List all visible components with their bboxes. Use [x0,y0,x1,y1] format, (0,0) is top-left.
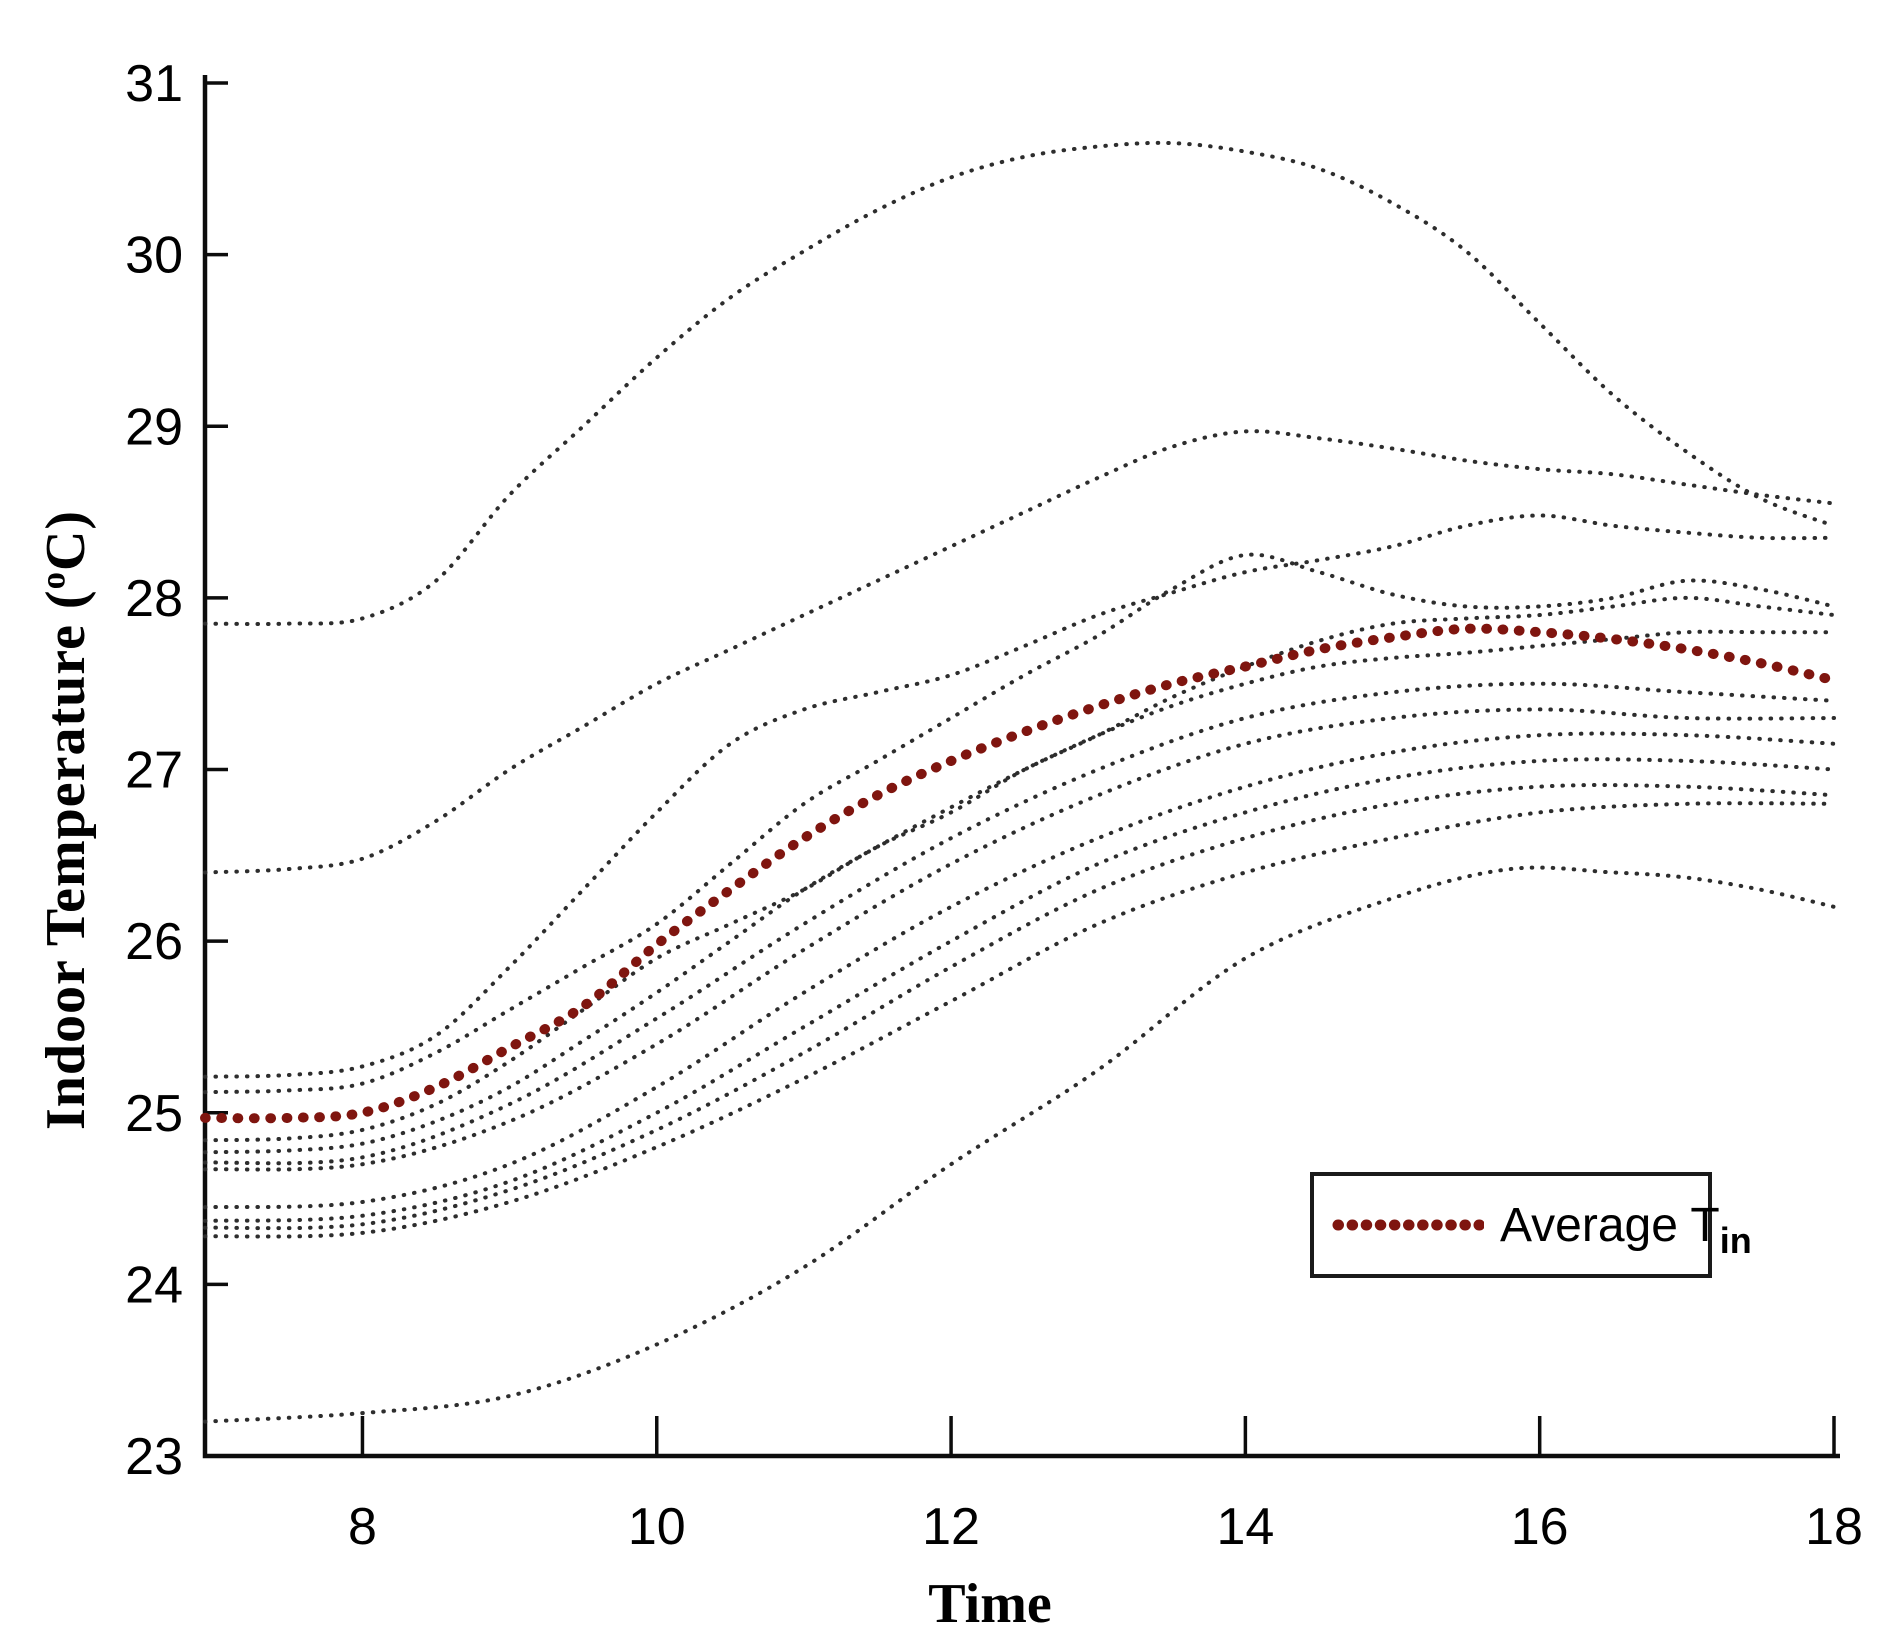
x-tick-label: 18 [1805,1498,1863,1556]
series-t7 [203,681,1836,1166]
y-axis-title-suffix: C) [35,509,97,572]
y-tick-label: 24 [125,1256,183,1314]
series-t9 [203,731,1836,1210]
x-tick-label: 14 [1216,1498,1274,1556]
y-axis-title: Indoor Temperature (oC) [33,509,98,1131]
y-tick-label: 23 [125,1428,183,1486]
series-t13 [203,865,1836,1424]
series-t11 [203,783,1836,1231]
series-t8 [203,707,1836,1172]
y-tick-label: 31 [125,55,183,113]
degree-symbol: o [33,571,73,590]
legend-label-main: Average T [1500,1198,1720,1252]
y-axis-title-prefix: Indoor Temperature ( [35,589,97,1131]
y-tick-label: 30 [125,227,183,285]
series-t1 [203,140,1836,626]
series-t2 [203,429,1836,875]
legend-label: Average Tin [1500,1198,1752,1261]
series-average-tin [200,623,1839,1124]
x-axis-title: Time [928,1573,1052,1635]
series-t5 [203,595,1836,1143]
y-tick-label: 26 [125,913,183,971]
y-tick-label: 25 [125,1085,183,1143]
y-tick-label: 29 [125,398,183,456]
legend-label-sub: in [1719,1219,1752,1261]
series-t6 [203,629,1836,1155]
x-tick-label: 16 [1511,1498,1569,1556]
x-tick-label: 8 [348,1498,377,1556]
x-tick-label: 12 [922,1498,980,1556]
series-t4 [203,552,1836,1095]
legend-average-line-sample [1332,1219,1484,1231]
y-tick-label: 27 [125,742,183,800]
y-tick-label: 28 [125,570,183,628]
legend: Average Tin [1310,1172,1752,1278]
series-t10 [203,757,1836,1223]
x-tick-label: 10 [628,1498,686,1556]
